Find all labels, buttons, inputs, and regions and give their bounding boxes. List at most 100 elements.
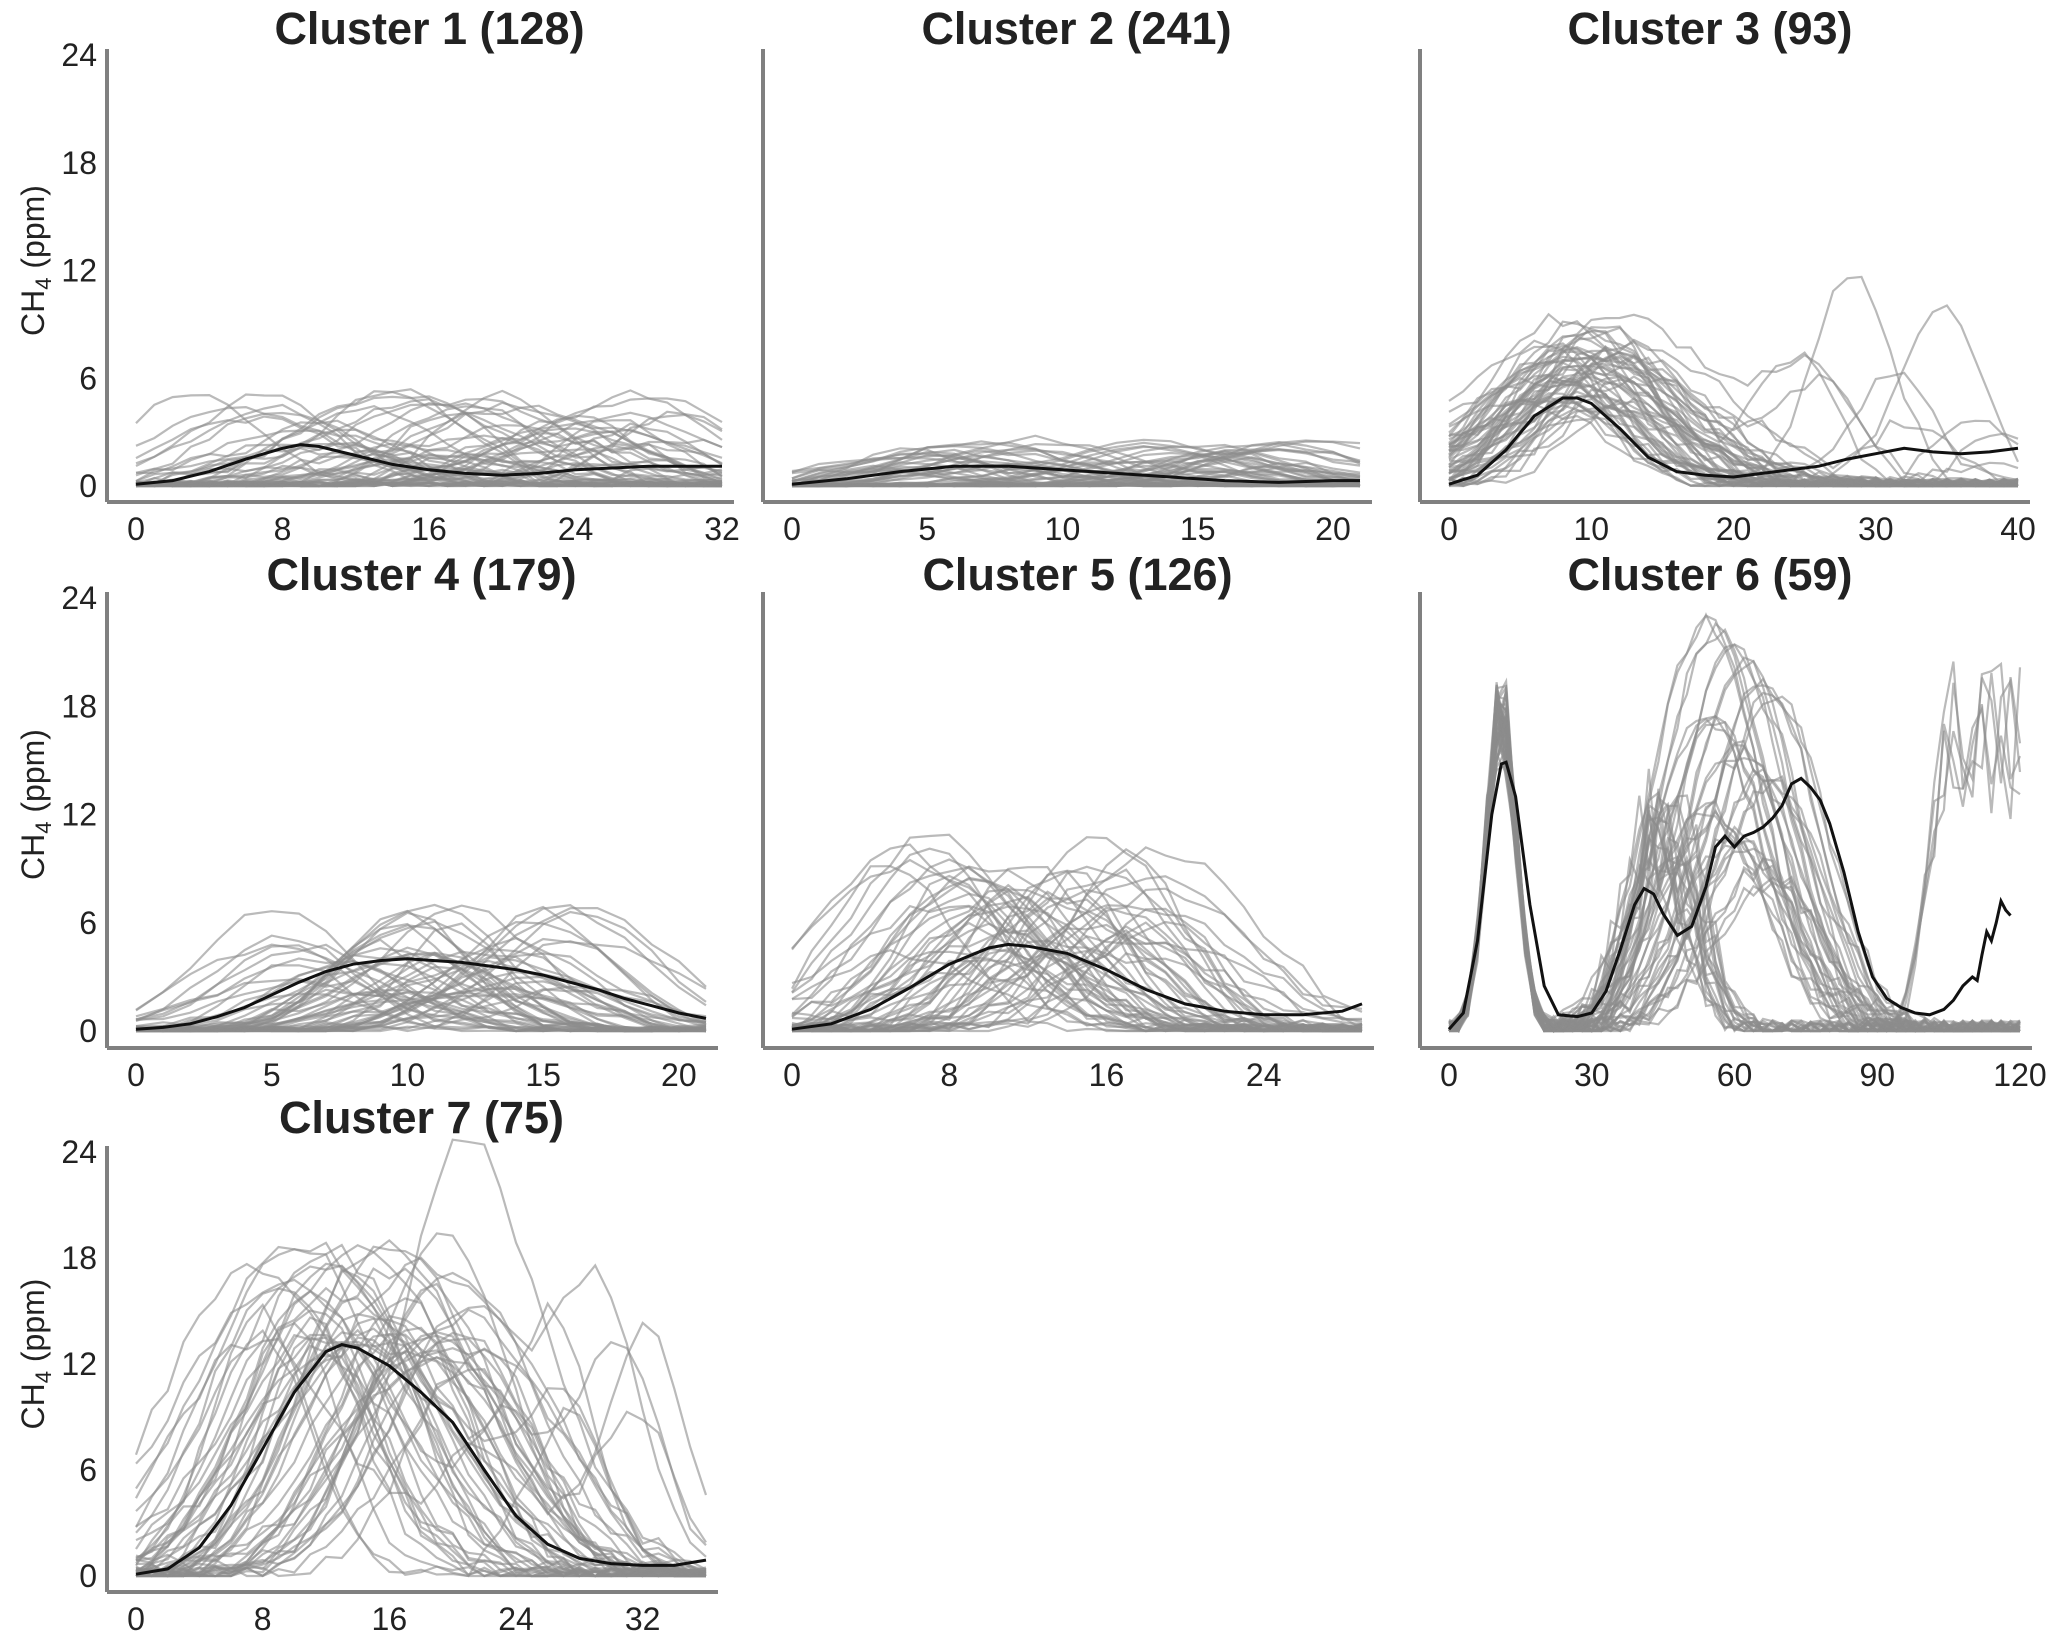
x-tick-label: 15 (525, 1057, 561, 1093)
member-line (136, 412, 722, 488)
y-tick-label: 6 (79, 1452, 97, 1488)
chart-title: Cluster 3 (93) (1567, 3, 1852, 54)
y-tick-label: 12 (61, 797, 97, 833)
member-lines (791, 833, 1363, 1033)
y-tick-label: 18 (61, 688, 97, 724)
x-tick-label: 8 (940, 1057, 958, 1093)
x-tick-label: 16 (1089, 1057, 1125, 1093)
chart-title: Cluster 1 (128) (274, 3, 584, 54)
y-tick-label: 12 (61, 253, 97, 289)
mean-line (791, 464, 1360, 486)
member-lines (135, 903, 707, 1033)
member-line (1448, 696, 2021, 1033)
chart-title: Cluster 6 (59) (1567, 549, 1852, 600)
member-line (791, 441, 1361, 488)
member-line (1448, 716, 2021, 1033)
mean-line (1448, 396, 2019, 486)
member-lines (791, 434, 1361, 488)
x-tick-label: 5 (263, 1057, 281, 1093)
x-tick-label: 10 (1573, 511, 1609, 547)
x-tick-label: 20 (1315, 511, 1351, 547)
y-tick-label: 6 (79, 360, 97, 396)
y-tick-label: 18 (61, 1240, 97, 1276)
mean-line (791, 942, 1363, 1031)
member-line (135, 1243, 707, 1543)
y-tick-label: 0 (79, 1558, 97, 1594)
member-line (135, 1334, 707, 1578)
member-line (791, 465, 1360, 488)
member-line (136, 1271, 707, 1578)
y-tick-label: 24 (61, 37, 97, 73)
member-line (1449, 677, 2022, 1033)
y-axis-label: CH4 (ppm) (15, 729, 56, 880)
member-line (135, 947, 707, 1033)
member-line (791, 460, 1361, 488)
member-line (135, 946, 707, 1033)
chart-title: Cluster 7 (75) (279, 1092, 564, 1143)
mean-line (135, 443, 722, 486)
member-line (135, 1282, 708, 1578)
mean-line (135, 957, 707, 1031)
x-tick-label: 0 (127, 1601, 145, 1636)
x-tick-label: 0 (783, 511, 801, 547)
member-line (1448, 699, 2021, 1033)
x-tick-label: 16 (372, 1601, 408, 1636)
chart-panel-4: Cluster 4 (179) 0 5 10 15 20 0 6 12 18 24 CH4 (ppm) (15, 549, 718, 1093)
x-tick-label: 20 (1716, 511, 1752, 547)
member-line (1448, 699, 2021, 1033)
member-line (135, 1333, 706, 1578)
member-line (791, 928, 1362, 1033)
x-tick-label: 20 (661, 1057, 697, 1093)
y-axis-label: CH4 (ppm) (15, 185, 56, 336)
member-line (791, 921, 1363, 1033)
member-line (1448, 364, 2019, 486)
chart-panel-2: Cluster 2 (241) 0 5 10 15 20 (761, 3, 1372, 547)
member-line (791, 441, 1361, 488)
x-tick-label: 16 (411, 511, 447, 547)
mean-line (135, 1343, 707, 1576)
y-tick-label: 0 (79, 468, 97, 504)
member-lines (135, 388, 723, 488)
y-tick-label: 24 (61, 580, 97, 616)
x-tick-label: 30 (1574, 1057, 1610, 1093)
member-lines (134, 1138, 708, 1578)
x-tick-label: 40 (2000, 511, 2036, 547)
x-tick-label: 8 (274, 511, 292, 547)
x-tick-label: 24 (1246, 1057, 1282, 1093)
x-tick-label: 60 (1717, 1057, 1753, 1093)
chart-panel-6: Cluster 6 (59) 0 30 60 90 120 (1418, 549, 2047, 1093)
x-tick-label: 24 (498, 1601, 534, 1636)
member-line (136, 1337, 706, 1578)
member-line (1448, 338, 2018, 488)
member-line (135, 442, 722, 488)
x-tick-label: 32 (704, 511, 740, 547)
member-line (135, 453, 723, 488)
chart-panel-3: Cluster 3 (93) 0 10 20 30 40 (1418, 3, 2036, 547)
x-tick-label: 0 (127, 511, 145, 547)
y-tick-label: 18 (61, 145, 97, 181)
x-tick-label: 24 (558, 511, 594, 547)
member-line (1448, 326, 2018, 488)
y-tick-label: 12 (61, 1346, 97, 1382)
chart-panel-7: Cluster 7 (75) 0 8 16 24 32 0 6 12 18 24 CH4 (ppm) (15, 1092, 718, 1636)
y-tick-label: 24 (61, 1134, 97, 1170)
member-line (1448, 712, 2020, 1033)
member-lines (1448, 612, 2022, 1034)
member-line (135, 1267, 707, 1577)
y-tick-label: 0 (79, 1013, 97, 1049)
chart-title: Cluster 2 (241) (921, 3, 1231, 54)
y-tick-label: 6 (79, 905, 97, 941)
x-tick-label: 32 (625, 1601, 661, 1636)
chart-panel-5: Cluster 5 (126) 0 8 16 24 (761, 549, 1374, 1093)
x-tick-label: 10 (390, 1057, 426, 1093)
y-axis-label: CH4 (ppm) (15, 1279, 56, 1430)
mean-line (1447, 760, 2012, 1031)
member-line (135, 1321, 707, 1578)
member-line (791, 939, 1363, 1033)
member-line (135, 943, 707, 1033)
x-tick-label: 15 (1180, 511, 1216, 547)
chart-title: Cluster 4 (179) (266, 549, 576, 600)
x-tick-label: 0 (1440, 511, 1458, 547)
x-tick-label: 0 (127, 1057, 145, 1093)
